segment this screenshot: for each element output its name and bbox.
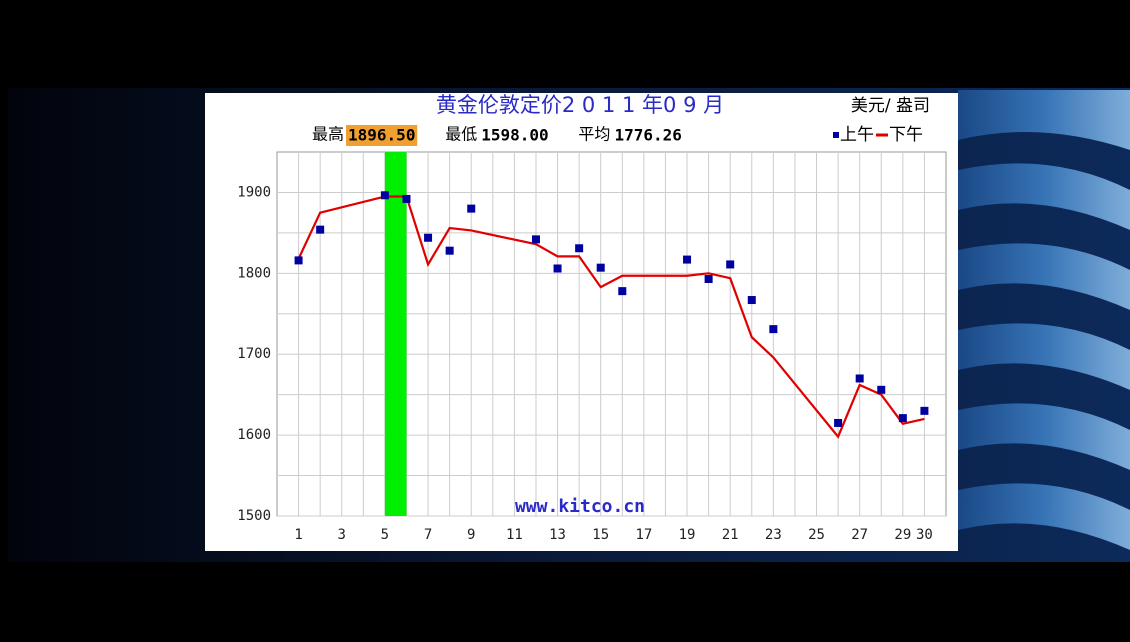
am-marker: [380, 191, 389, 200]
y-tick-label: 1700: [237, 346, 271, 362]
x-tick-label: 1: [294, 527, 302, 543]
stat-name: 平均: [578, 125, 610, 144]
am-marker: [683, 255, 692, 264]
x-tick-label: 11: [506, 527, 523, 543]
am-marker: [575, 244, 584, 253]
stat-name: 最低: [445, 125, 477, 144]
am-marker: [618, 287, 627, 296]
am-marker: [402, 194, 411, 203]
am-marker: [898, 414, 907, 423]
stat-highlight: [346, 125, 418, 146]
am-marker: [553, 264, 562, 273]
watermark: www.kitco.cn: [515, 496, 645, 517]
x-tick-label: 17: [635, 527, 652, 543]
am-marker: [855, 374, 864, 383]
am-marker: [769, 325, 778, 334]
am-marker: [726, 260, 735, 269]
am-marker: [445, 246, 454, 255]
x-tick-label: 29: [894, 527, 911, 543]
stat-value: 1776.26: [614, 126, 681, 145]
am-marker: [704, 274, 713, 283]
am-marker: [316, 225, 325, 234]
x-tick-label: 19: [679, 527, 696, 543]
stat-value: 1896.50: [348, 126, 415, 145]
y-tick-label: 1500: [237, 508, 271, 524]
x-tick-label: 30: [916, 527, 933, 543]
stat-value: 1598.00: [481, 126, 548, 145]
am-marker: [834, 418, 843, 427]
x-tick-label: 13: [549, 527, 566, 543]
x-tick-label: 7: [424, 527, 432, 543]
am-marker: [467, 204, 476, 213]
legend-marker: [833, 132, 839, 138]
x-tick-label: 27: [851, 527, 868, 543]
legend-label: 上午: [840, 125, 874, 145]
legend-label: 下午: [889, 125, 923, 145]
unit: 美元/ 盎司: [851, 96, 930, 116]
am-marker: [294, 256, 303, 265]
x-tick-label: 23: [765, 527, 782, 543]
x-tick-label: 15: [592, 527, 609, 543]
x-tick-label: 21: [722, 527, 739, 543]
x-tick-label: 5: [381, 527, 389, 543]
waves: [958, 90, 1130, 550]
am-marker: [877, 385, 886, 394]
chart-title: 黄金伦敦定价2 0 1 1 年0 9 月: [436, 93, 724, 117]
stat-name: 最高: [312, 125, 344, 144]
am-marker: [920, 406, 929, 415]
am-marker: [747, 296, 756, 305]
x-tick-label: 25: [808, 527, 825, 543]
pm-line: [297, 195, 925, 439]
x-tick-label: 3: [338, 527, 346, 543]
x-tick-label: 9: [467, 527, 475, 543]
y-tick-label: 1800: [237, 265, 271, 281]
y-tick-label: 1900: [237, 184, 271, 200]
highlight-band: [384, 152, 407, 516]
am-marker: [424, 233, 433, 242]
y-tick-label: 1600: [237, 427, 271, 443]
am-marker: [596, 263, 605, 272]
plot-area: [276, 151, 947, 517]
am-marker: [531, 235, 540, 244]
